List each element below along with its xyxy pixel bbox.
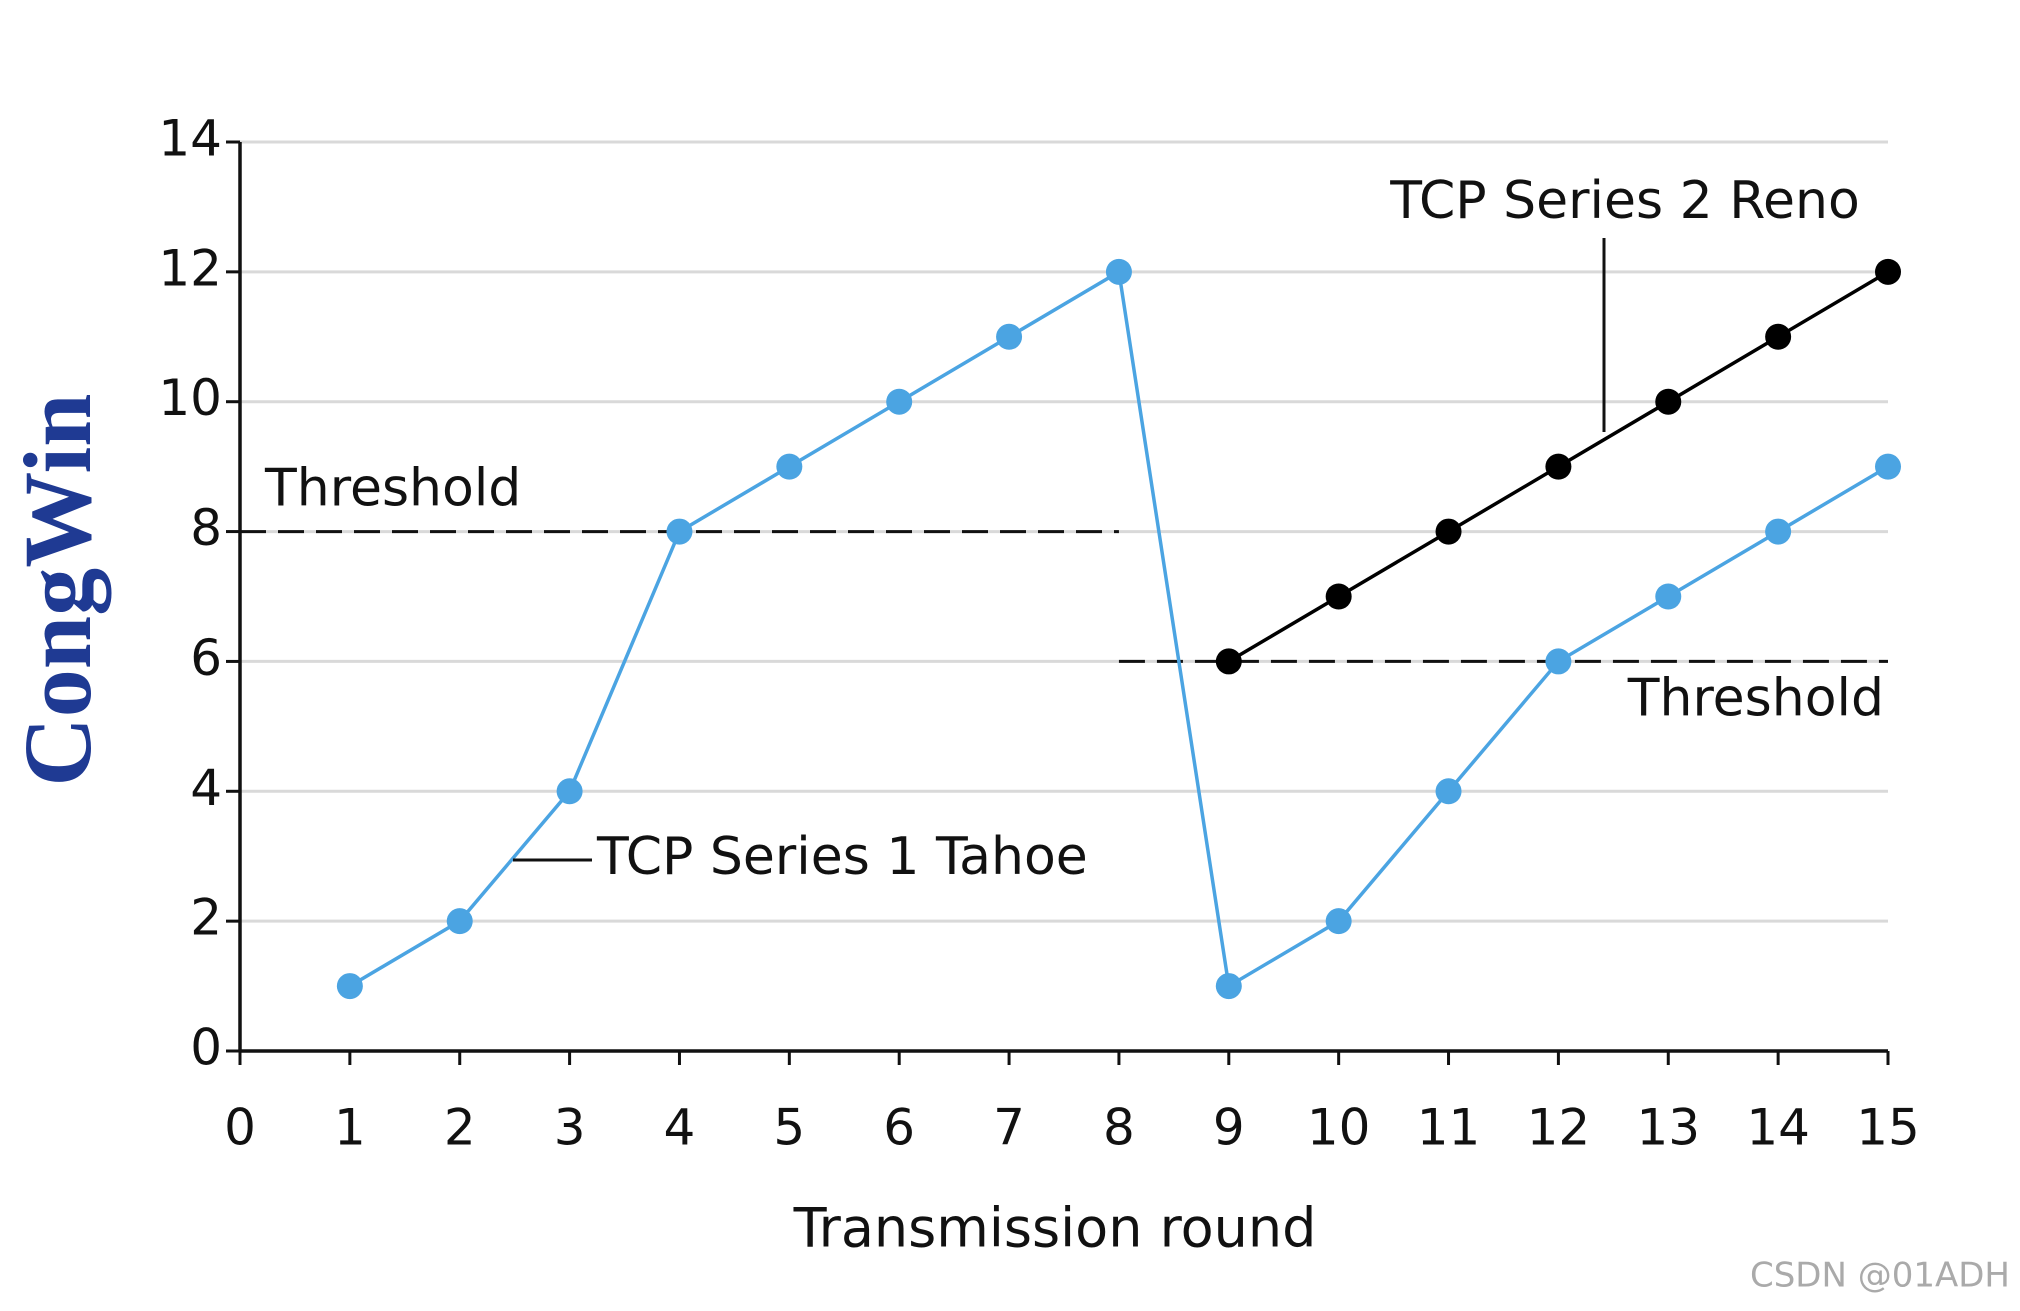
data-point: [1325, 908, 1352, 935]
series-line: [348, 269, 1889, 989]
data-point: [776, 453, 803, 480]
y-tick-label: 14: [158, 110, 222, 168]
x-tick-label: 12: [1527, 1099, 1591, 1157]
y-tick-label: 12: [158, 239, 222, 297]
x-tick-label: 8: [1103, 1099, 1135, 1157]
threshold-label: Threshold: [264, 459, 521, 519]
data-point: [886, 388, 913, 415]
x-tick-label: 15: [1856, 1099, 1920, 1157]
x-tick-label: 10: [1307, 1099, 1371, 1157]
y-tick-label: 2: [190, 889, 222, 947]
data-point: [1545, 453, 1572, 480]
data-point: [556, 778, 583, 805]
y-tick-label: 8: [190, 499, 222, 557]
data-point: [1215, 973, 1242, 1000]
y-tick-label: 0: [190, 1019, 222, 1077]
data-point: [1875, 453, 1901, 480]
data-point: [1765, 323, 1792, 350]
y-tick-label: 4: [190, 759, 222, 817]
x-tick-label: 14: [1746, 1099, 1810, 1157]
data-point: [1435, 518, 1462, 545]
data-point: [336, 973, 363, 1000]
x-tick-label: 1: [334, 1099, 366, 1157]
data-point: [1435, 778, 1462, 805]
x-tick-label: 6: [883, 1099, 915, 1157]
series-label: TCP Series 1 Tahoe: [596, 827, 1088, 887]
data-point: [1545, 648, 1572, 675]
x-axis-label: Transmission round: [793, 1197, 1317, 1260]
x-tick-label: 0: [224, 1099, 256, 1157]
x-tick-label: 7: [993, 1099, 1025, 1157]
data-point: [1655, 388, 1682, 415]
x-tick-label: 11: [1417, 1099, 1481, 1157]
y-tick-label: 10: [158, 369, 222, 427]
x-tick-label: 3: [554, 1099, 586, 1157]
data-point: [996, 323, 1023, 350]
watermark: CSDN @01ADH: [1750, 1256, 2010, 1296]
x-tick-label: 4: [664, 1099, 696, 1157]
data-point: [1215, 648, 1242, 675]
data-point: [1875, 258, 1901, 285]
data-point: [1325, 583, 1352, 610]
x-tick-label: 9: [1213, 1099, 1245, 1157]
x-tick-label: 5: [773, 1099, 805, 1157]
y-axis-label: CongWin: [4, 393, 111, 786]
y-tick-label: 6: [190, 629, 222, 687]
data-point: [446, 908, 473, 935]
data-point: [1105, 258, 1132, 285]
x-tick-label: 2: [444, 1099, 476, 1157]
x-tick-label: 13: [1636, 1099, 1700, 1157]
threshold-label: Threshold: [1627, 668, 1884, 728]
series-label: TCP Series 2 Reno: [1389, 171, 1860, 231]
data-point: [1765, 518, 1792, 545]
data-point: [666, 518, 693, 545]
data-point: [1655, 583, 1682, 610]
